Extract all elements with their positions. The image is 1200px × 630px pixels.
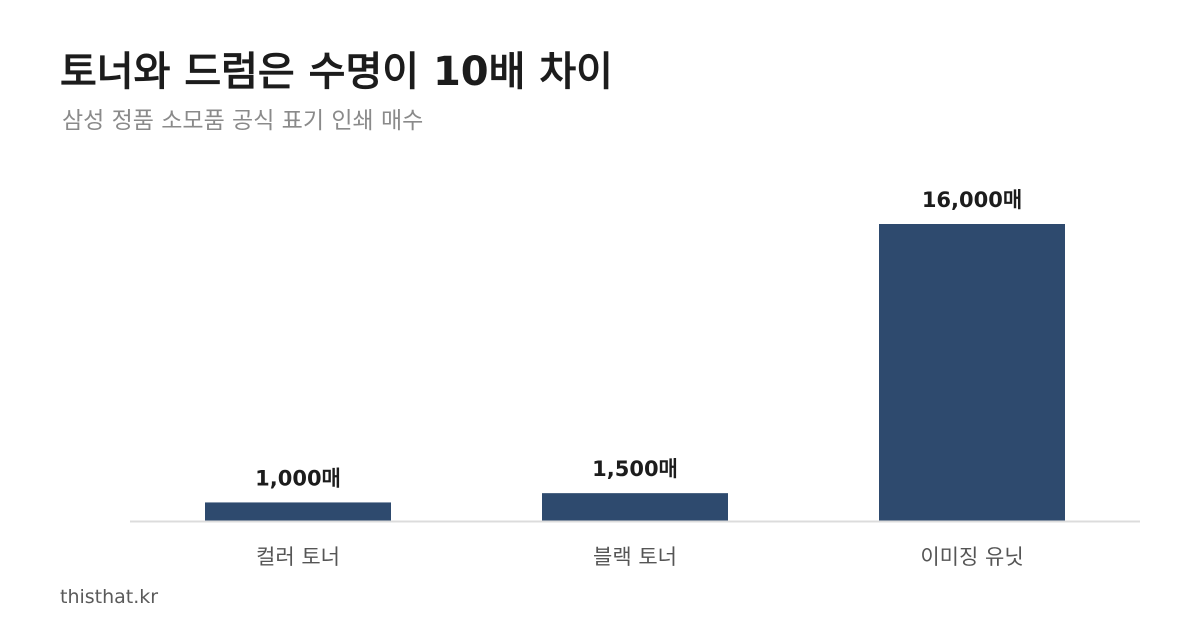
bar [205, 502, 391, 521]
bar-value-label: 1,000매 [255, 466, 341, 490]
bar [542, 493, 728, 521]
source-label: thisthat.kr [60, 586, 159, 608]
chart-subtitle: 삼성 정품 소모품 공식 표기 인쇄 매수 [62, 108, 424, 134]
category-label: 블랙 토너 [593, 545, 677, 569]
bar-value-label: 1,500매 [592, 457, 678, 481]
bar [879, 224, 1065, 521]
category-label: 컬러 토너 [256, 545, 340, 569]
chart-title: 토너와 드럼은 수명이 10배 차이 [60, 49, 613, 95]
category-label: 이미징 유닛 [920, 545, 1023, 569]
bar-value-label: 16,000매 [922, 188, 1022, 212]
